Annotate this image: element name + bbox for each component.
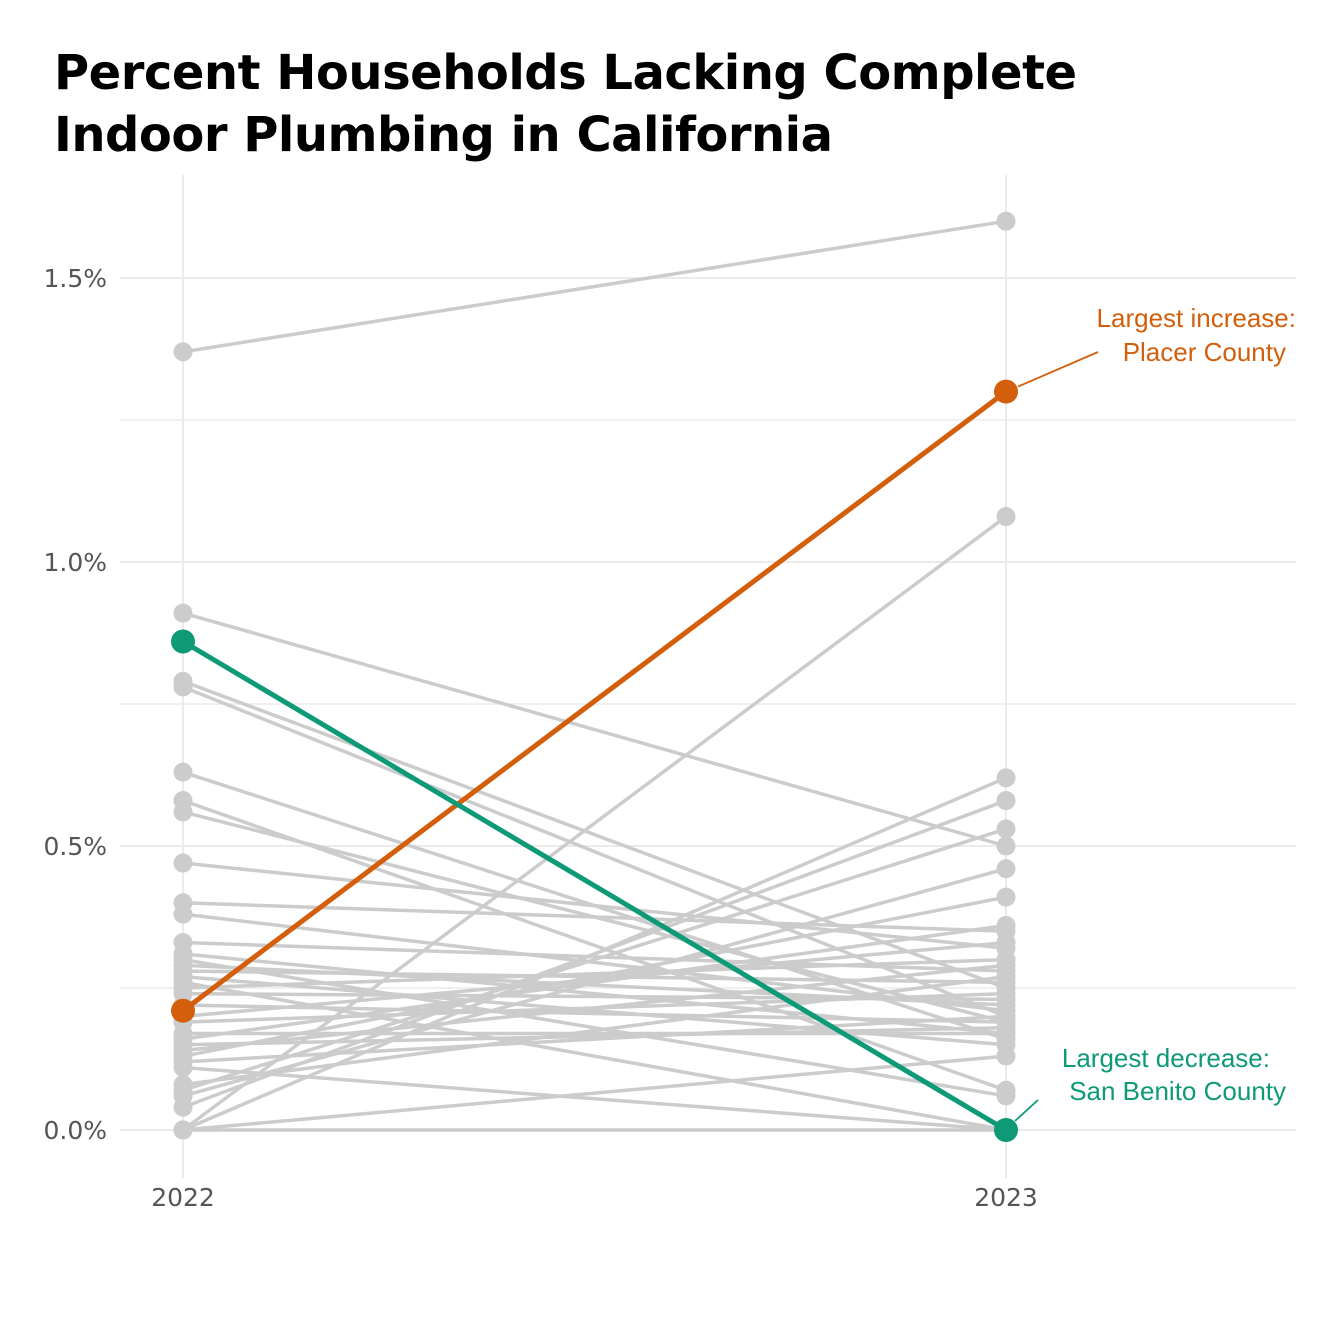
highlight-layer bbox=[171, 379, 1018, 1142]
county-line bbox=[181, 957, 1008, 1098]
county-line bbox=[181, 1065, 1008, 1132]
county-point-2022 bbox=[173, 802, 193, 822]
county-point-2023 bbox=[996, 967, 1016, 987]
county-point-2023 bbox=[996, 819, 1016, 839]
county-line bbox=[181, 219, 1008, 354]
series-layer bbox=[173, 211, 1016, 1140]
county-line bbox=[181, 514, 1008, 1132]
county-line bbox=[181, 611, 1008, 848]
san-benito-county-point-2023 bbox=[994, 1118, 1018, 1142]
county-point-2022 bbox=[173, 904, 193, 924]
y-tick-label: 0.0% bbox=[43, 1116, 107, 1145]
county-line bbox=[181, 974, 1008, 1087]
county-point-2023 bbox=[996, 1006, 1016, 1026]
placer-county-point-2022 bbox=[171, 998, 195, 1023]
y-tick-label: 1.0% bbox=[43, 548, 107, 577]
increase-annotation-leader bbox=[1017, 351, 1099, 388]
county-line bbox=[181, 798, 1008, 1092]
san-benito-county-line bbox=[180, 639, 1009, 1133]
county-point-2022 bbox=[173, 1097, 193, 1117]
county-line bbox=[181, 940, 1008, 973]
county-point-2022 bbox=[173, 853, 193, 873]
county-point-2023 bbox=[996, 859, 1016, 879]
county-line bbox=[181, 866, 1008, 1098]
placer-county-point-2023 bbox=[994, 379, 1018, 404]
decrease-annotation-line-2: San Benito County bbox=[1069, 1076, 1286, 1106]
x-tick-label-2022: 2022 bbox=[151, 1183, 215, 1212]
county-point-2023 bbox=[996, 211, 1016, 231]
chart-title-line-2: Indoor Plumbing in California bbox=[54, 107, 833, 163]
x-tick-label-2023: 2023 bbox=[974, 1183, 1038, 1212]
county-point-2023 bbox=[996, 1046, 1016, 1066]
county-point-2022 bbox=[173, 762, 193, 782]
county-line bbox=[181, 1054, 1008, 1132]
annotation-layer: Largest increase: Placer County Largest … bbox=[1014, 303, 1296, 1122]
county-point-2023 bbox=[996, 507, 1016, 527]
placer-county-line bbox=[180, 389, 1009, 1014]
county-point-2023 bbox=[996, 887, 1016, 907]
y-tick-label: 1.5% bbox=[43, 264, 107, 293]
county-line bbox=[181, 827, 1008, 1092]
san-benito-county-point-2022 bbox=[171, 629, 195, 654]
chart-title: Percent Households Lacking Complete Indo… bbox=[54, 42, 1154, 166]
county-point-2022 bbox=[173, 677, 193, 697]
county-line bbox=[181, 776, 1008, 1132]
county-line bbox=[181, 861, 1008, 950]
county-point-2023 bbox=[996, 916, 1016, 936]
county-line bbox=[181, 685, 1008, 1019]
decrease-annotation-line-1: Largest decrease: bbox=[1062, 1043, 1270, 1073]
county-line bbox=[181, 679, 1008, 990]
county-line bbox=[181, 980, 1008, 1132]
county-point-2023 bbox=[996, 791, 1016, 811]
y-tick-label: 0.5% bbox=[43, 832, 107, 861]
county-point-2023 bbox=[996, 933, 1016, 953]
county-point-2023 bbox=[996, 984, 1016, 1004]
county-point-2022 bbox=[173, 972, 193, 992]
county-point-2022 bbox=[173, 1120, 193, 1140]
decrease-annotation-leader bbox=[1014, 1099, 1039, 1122]
county-point-2023 bbox=[996, 836, 1016, 856]
county-line bbox=[181, 940, 1008, 1019]
county-line bbox=[181, 963, 1008, 1053]
increase-annotation-line-1: Largest increase: bbox=[1097, 303, 1296, 333]
chart-title-line-1: Percent Households Lacking Complete bbox=[54, 45, 1077, 101]
tick-layer: 0.0% 0.5% 1.0% 1.5% 2022 2023 bbox=[43, 264, 1037, 1212]
county-point-2022 bbox=[173, 603, 193, 623]
county-point-2023 bbox=[996, 1086, 1016, 1106]
county-point-2022 bbox=[173, 950, 193, 970]
county-line bbox=[181, 1014, 1008, 1064]
county-point-2022 bbox=[173, 1058, 193, 1078]
county-line bbox=[181, 1026, 1008, 1047]
county-point-2023 bbox=[996, 768, 1016, 788]
increase-annotation-line-2: Placer County bbox=[1123, 337, 1286, 367]
county-point-2022 bbox=[173, 342, 193, 362]
